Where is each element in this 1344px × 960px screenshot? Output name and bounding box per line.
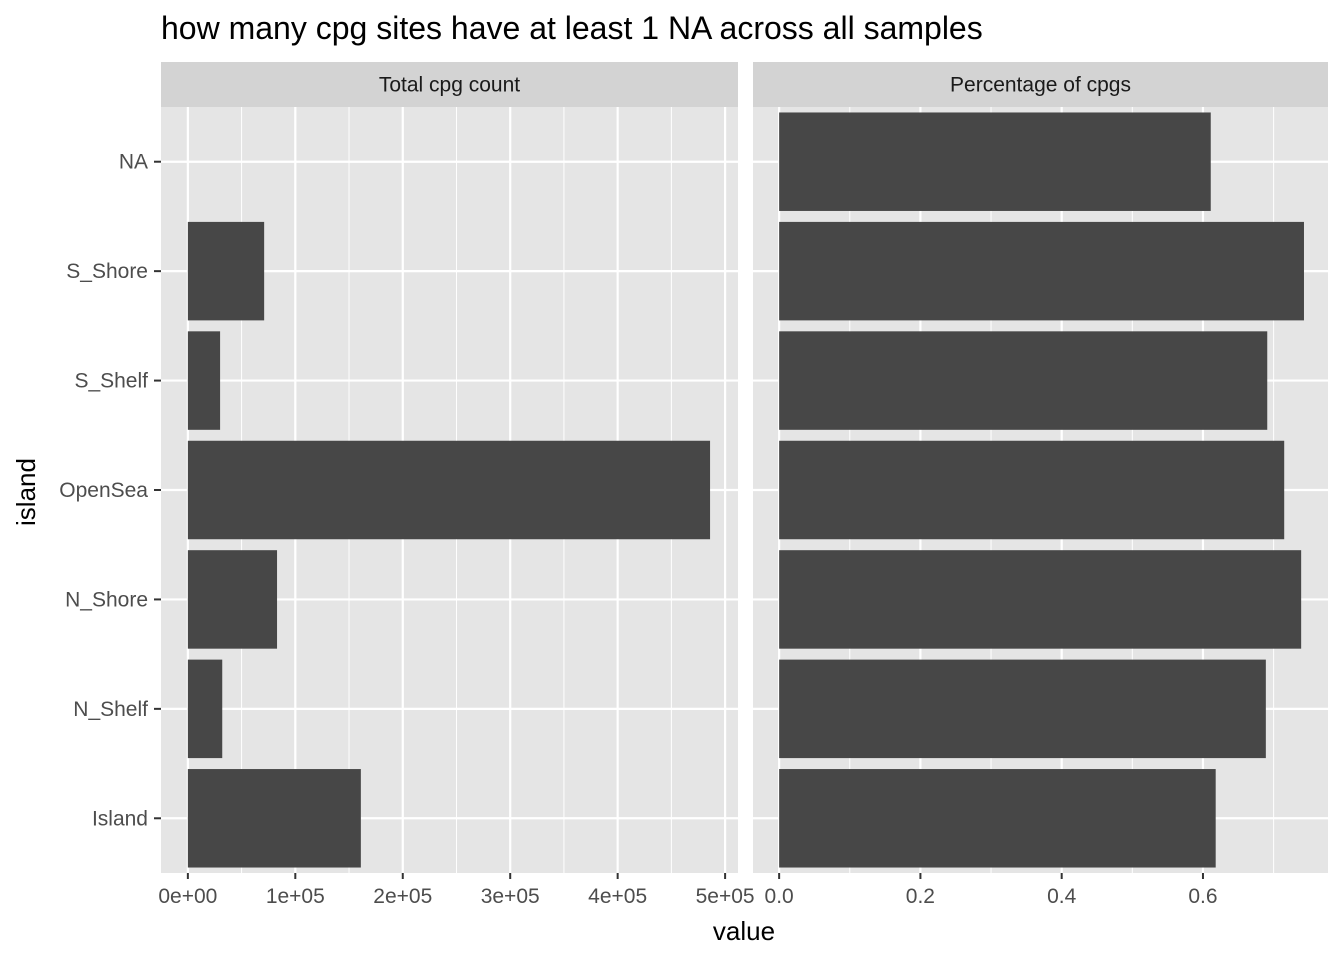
bar-S_Shore (779, 221, 1304, 321)
bar-N_Shelf (187, 659, 223, 759)
bar-S_Shelf (187, 331, 221, 430)
bar-NA (779, 112, 1211, 211)
chart-title: how many cpg sites have at least 1 NA ac… (161, 10, 983, 46)
bar-Island (187, 769, 361, 868)
bar-S_Shore (187, 221, 265, 321)
y-tick-label: N_Shore (65, 588, 148, 611)
y-tick-label: N_Shelf (73, 698, 148, 721)
facet-panel: Total cpg count 0e+00 1e+05 2e+05 3e+05 4e+05… (158, 62, 755, 908)
bar-N_Shore (779, 550, 1302, 649)
bar-Island (779, 769, 1216, 868)
facet-strip-label: Total cpg count (379, 74, 520, 97)
x-tick-label: 2e+05 (373, 885, 432, 908)
y-tick-label: OpenSea (59, 479, 148, 502)
x-tick-label: 1e+05 (266, 885, 325, 908)
x-tick-label: 0.0 (765, 885, 794, 908)
x-axis-title: value (713, 916, 775, 946)
facet-strip (753, 62, 1328, 107)
facet-panel: Percentage of cpgs 0.0 0.2 0.4 0.6 (753, 62, 1328, 908)
bar-OpenSea (187, 440, 711, 540)
y-tick-label: S_Shore (66, 260, 148, 283)
x-tick-label: 4e+05 (588, 885, 647, 908)
x-tick-label: 3e+05 (481, 885, 540, 908)
x-tick-label: 0.6 (1188, 885, 1217, 908)
x-tick-label: 0.4 (1047, 885, 1077, 908)
x-tick-label: 5e+05 (696, 885, 755, 908)
bar-S_Shelf (779, 331, 1268, 430)
y-tick-label: S_Shelf (74, 370, 148, 393)
facet-strip (161, 62, 738, 107)
bar-OpenSea (779, 440, 1285, 540)
x-tick-label: 0.2 (906, 885, 935, 908)
y-axis-title: island (11, 458, 41, 526)
facet-strip-label: Percentage of cpgs (950, 74, 1131, 97)
y-tick-label: Island (92, 807, 148, 830)
x-tick-label: 0e+00 (158, 885, 217, 908)
y-tick-label: NA (119, 151, 148, 174)
bar-N_Shore (187, 550, 278, 649)
bar-N_Shelf (779, 659, 1266, 759)
